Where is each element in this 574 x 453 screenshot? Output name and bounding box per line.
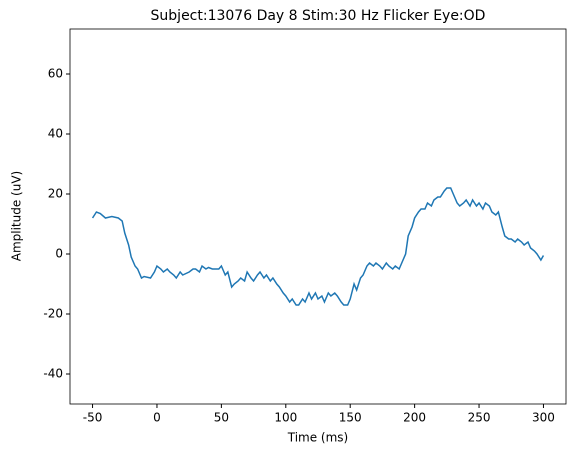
y-tick-label: 0 bbox=[55, 247, 63, 261]
x-tick-label: 300 bbox=[532, 411, 555, 425]
x-tick-label: -50 bbox=[83, 411, 103, 425]
x-tick-label: 100 bbox=[274, 411, 297, 425]
y-tick-label: 60 bbox=[48, 67, 63, 81]
x-tick-label: 200 bbox=[403, 411, 426, 425]
y-tick-label: -40 bbox=[43, 367, 63, 381]
x-tick-label: 150 bbox=[339, 411, 362, 425]
x-tick-label: 50 bbox=[214, 411, 229, 425]
data-line bbox=[91, 187, 545, 306]
y-tick-label: 20 bbox=[48, 187, 63, 201]
y-axis-label: Amplitude (uV) bbox=[10, 171, 24, 262]
plot-frame bbox=[69, 28, 567, 405]
x-tick-label: 0 bbox=[153, 411, 161, 425]
x-tick-label: 250 bbox=[468, 411, 491, 425]
chart-title: Subject:13076 Day 8 Stim:30 Hz Flicker E… bbox=[151, 8, 486, 24]
y-tick-label: -20 bbox=[43, 307, 63, 321]
x-axis-label: Time (ms) bbox=[287, 431, 349, 445]
y-tick-label: 40 bbox=[48, 127, 63, 141]
